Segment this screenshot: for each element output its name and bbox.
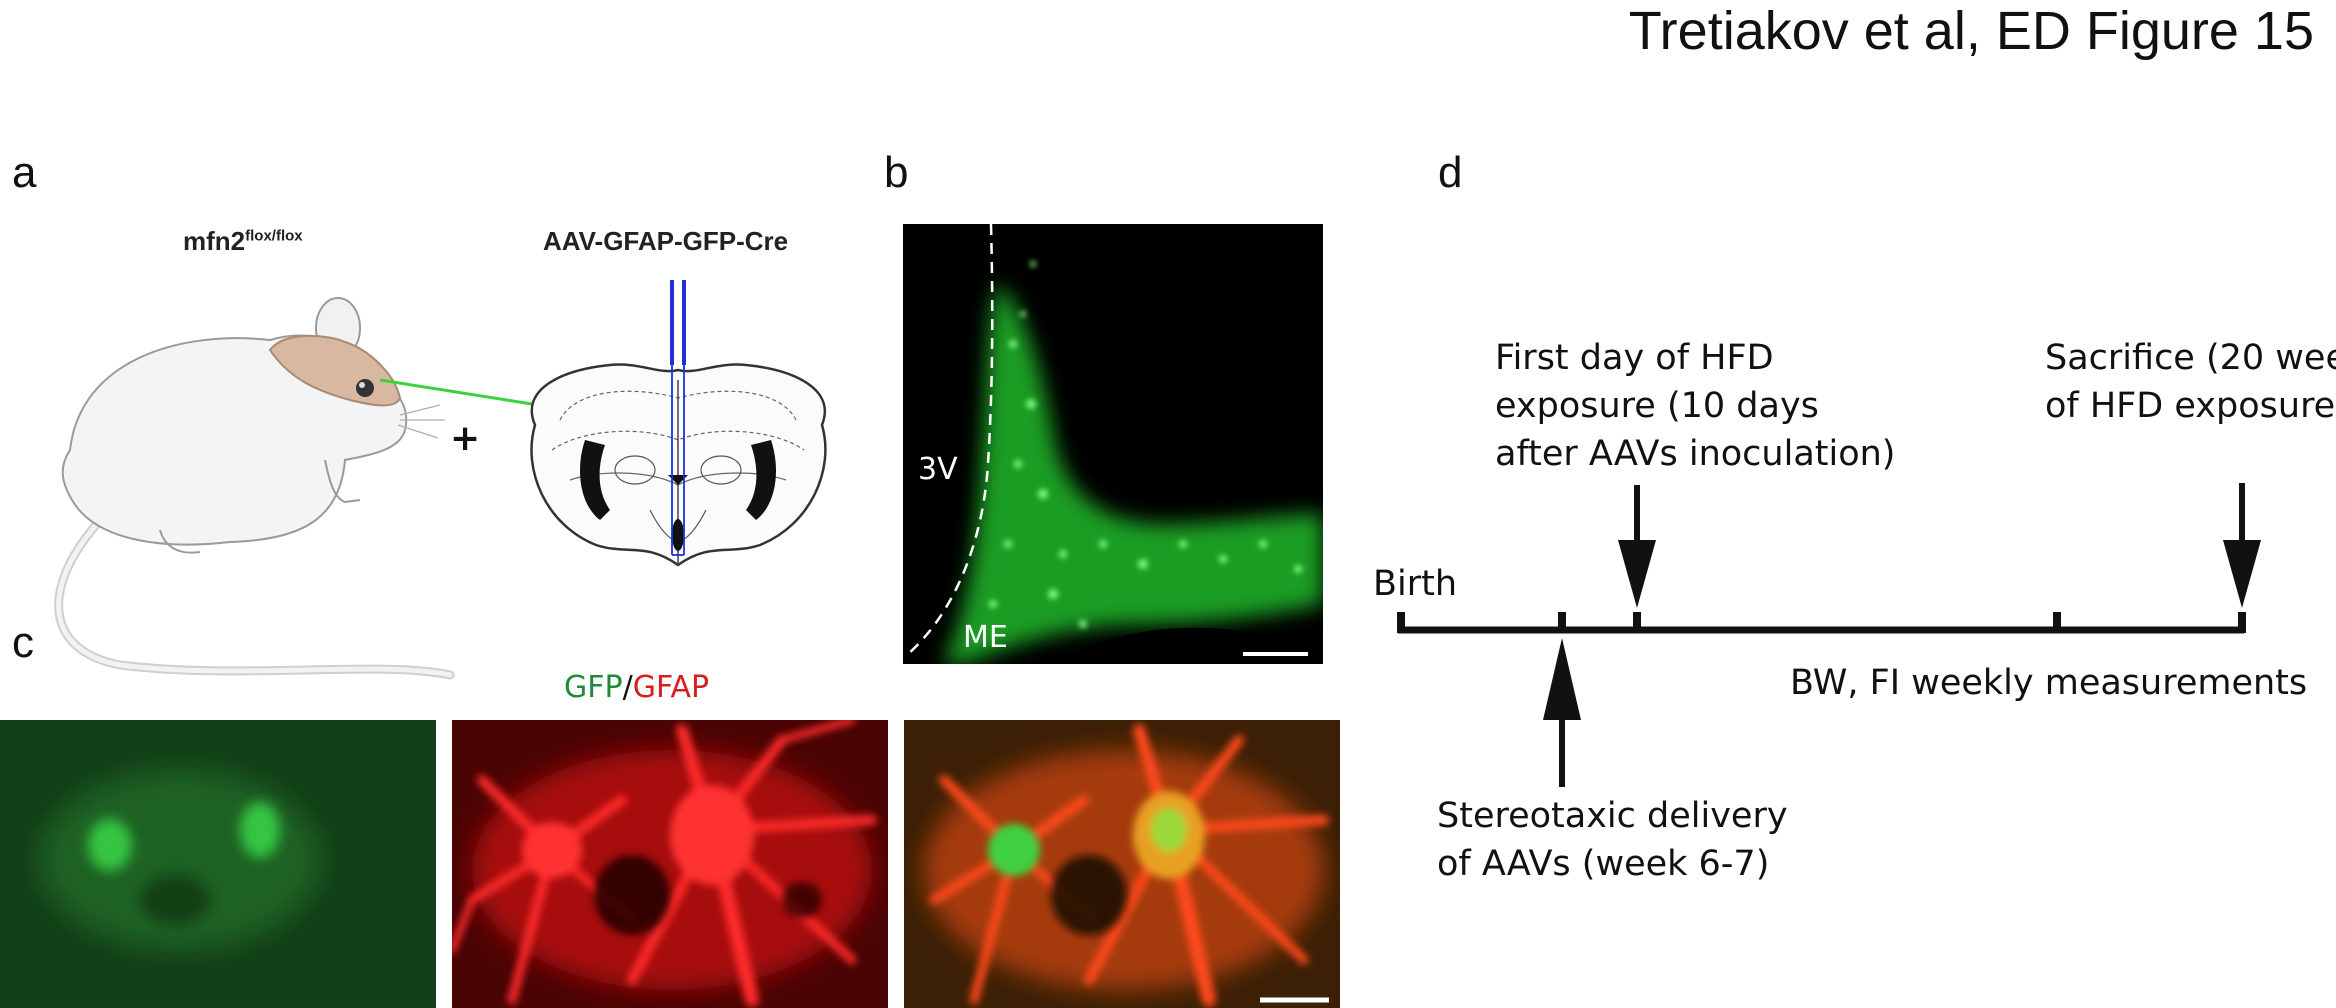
plus-sign: + bbox=[450, 418, 481, 459]
arrow-sacrifice bbox=[2223, 483, 2261, 608]
stain-gfp: GFP bbox=[564, 670, 623, 705]
figure-title: Tretiakov et al, ED Figure 15 bbox=[1628, 1, 2314, 61]
stain-legend: GFP/GFAP bbox=[564, 670, 710, 705]
panel-b-micrograph: 3V ME bbox=[903, 224, 1323, 664]
gfp-cells bbox=[88, 802, 280, 871]
ventricle-boundary bbox=[907, 224, 994, 655]
panel-c-gfap-image bbox=[452, 720, 888, 1008]
label-first-hfd: First day of HFD exposure (10 days after… bbox=[1495, 338, 1896, 474]
panel-label-b: b bbox=[884, 148, 909, 197]
median-eminence-dark-area bbox=[1058, 627, 1323, 664]
panel-c-gfp-image bbox=[0, 720, 436, 1008]
panel-label-d: d bbox=[1438, 148, 1463, 197]
virus-label: AAV-GFAP-GFP-Cre bbox=[543, 226, 789, 256]
panel-a-illustration bbox=[54, 280, 827, 680]
mouse-genotype-label: mfn2flox/flox bbox=[183, 226, 303, 256]
ventricle-label: 3V bbox=[918, 452, 958, 487]
mouse-eye bbox=[356, 379, 374, 397]
mouse-hind-paw bbox=[159, 529, 201, 554]
eminence-label: ME bbox=[963, 620, 1008, 655]
merge-colocalized-cells bbox=[988, 791, 1205, 879]
label-stereotaxic: Stereotaxic delivery of AAVs (week 6-7) bbox=[1437, 796, 1788, 884]
gfp-signal-region bbox=[943, 284, 1323, 664]
panel-label-c: c bbox=[12, 618, 34, 667]
gfp-cell-puncta bbox=[989, 261, 1302, 628]
arrow-first-hfd bbox=[1618, 485, 1656, 608]
stain-gfap: GFAP bbox=[632, 670, 710, 705]
label-weekly-measurements: BW, FI weekly measurements bbox=[1790, 663, 2308, 703]
label-sacrifice: Sacrifice (20 weeks of HFD exposure) bbox=[2045, 338, 2336, 426]
brain-coronal-section bbox=[530, 363, 827, 567]
mouse-whiskers bbox=[397, 404, 445, 439]
label-birth: Birth bbox=[1373, 564, 1458, 604]
panel-label-a: a bbox=[12, 148, 37, 197]
mouse-front-paw bbox=[324, 459, 361, 504]
injection-cannula bbox=[670, 280, 686, 556]
panel-c-merge-image bbox=[904, 720, 1340, 1008]
panel-d-timeline bbox=[1397, 483, 2261, 787]
arrow-stereotaxic bbox=[1543, 638, 1581, 787]
